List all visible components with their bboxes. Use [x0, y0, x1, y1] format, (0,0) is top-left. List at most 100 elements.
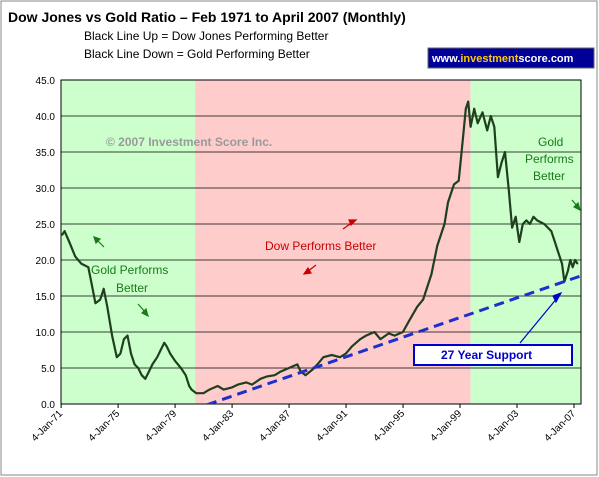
ratio-point	[137, 367, 140, 369]
ratio-point	[163, 341, 166, 344]
ratio-point	[180, 367, 182, 369]
ratio-point	[481, 111, 484, 114]
y-tick-label: 10.0	[36, 328, 56, 339]
ratio-point	[190, 388, 193, 391]
ratio-point	[99, 298, 102, 301]
ratio-point	[511, 226, 514, 229]
ratio-point	[553, 241, 556, 243]
dow-performs-label: Dow Performs Better	[265, 239, 376, 253]
ratio-point	[265, 375, 268, 378]
ratio-point	[350, 345, 353, 348]
ratio-point	[557, 251, 560, 254]
ratio-point	[169, 352, 172, 355]
legend-line-down: Black Line Down = Gold Performing Better	[84, 47, 310, 61]
ratio-point	[68, 241, 71, 243]
ratio-point	[422, 298, 425, 301]
ratio-point	[106, 305, 109, 308]
support-label-box: 27 Year Support	[413, 344, 573, 366]
ratio-point	[567, 269, 569, 272]
ratio-point	[574, 259, 576, 261]
ratio-point	[184, 374, 187, 377]
ratio-point	[496, 176, 499, 179]
ratio-point	[222, 388, 225, 391]
ratio-point	[61, 233, 64, 236]
ratio-point	[111, 334, 113, 337]
ratio-point	[119, 352, 122, 355]
svg-text:www.investmentscore.com: www.investmentscore.com	[431, 53, 574, 65]
ratio-point	[345, 352, 347, 355]
ratio-point	[216, 385, 219, 387]
ratio-point	[174, 359, 176, 362]
arrow-icon	[93, 236, 105, 248]
ratio-point	[504, 151, 506, 153]
y-tick-label: 20.0	[36, 256, 56, 267]
copyright-text: © 2007 Investment Score Inc.	[106, 135, 272, 149]
ratio-point	[126, 334, 129, 337]
ratio-point	[461, 143, 464, 146]
gold-right-label-1: Gold	[538, 135, 563, 149]
ratio-point	[115, 356, 118, 359]
ratio-point	[500, 161, 503, 164]
ratio-point	[486, 129, 489, 132]
ratio-point	[273, 374, 276, 377]
plot-area-border	[60, 79, 582, 405]
grid-lines	[61, 115, 581, 369]
ratio-point	[165, 345, 168, 348]
ratio-point	[514, 215, 517, 218]
brand-suffix: score.com	[518, 53, 573, 65]
ratio-point	[518, 241, 521, 243]
ratio-point	[393, 334, 396, 337]
ratio-point	[430, 273, 433, 276]
ratio-point	[296, 363, 299, 366]
ratio-point	[365, 334, 368, 337]
ratio-point	[87, 266, 90, 269]
ratio-point	[379, 338, 382, 341]
ratio-point	[447, 201, 449, 204]
y-tick-label: 45.0	[36, 76, 56, 87]
ratio-point	[402, 331, 404, 333]
ratio-point	[251, 383, 254, 386]
ratio-point	[316, 363, 319, 366]
ratio-point	[80, 262, 83, 265]
ratio-point	[144, 377, 147, 380]
ratio-point	[569, 259, 572, 261]
ratio-point	[140, 374, 143, 377]
y-tick-label: 25.0	[36, 220, 56, 231]
arrow-icon	[571, 199, 581, 212]
brand-accent: investment	[460, 53, 518, 65]
ratio-point	[133, 363, 136, 366]
ratio-point	[529, 223, 531, 225]
ratio-point	[532, 215, 535, 218]
y-axis-ticks: 0.0 5.0 10.0 15.0 20.0 25.0 30.0 35.0 40.0 45.0	[36, 76, 56, 411]
brand-badge: www.investmentscore.com	[427, 47, 595, 69]
ratio-point	[147, 370, 150, 373]
ratio-point	[304, 374, 307, 377]
ratio-point	[330, 354, 333, 356]
ratio-point	[453, 183, 455, 186]
gold-left-annotation: Gold Performs Better	[91, 263, 168, 295]
ratio-point	[443, 223, 446, 225]
support-label: 27 Year Support	[441, 348, 532, 362]
ratio-point	[63, 230, 66, 233]
ratio-point	[279, 370, 282, 373]
arrow-icon	[342, 219, 358, 230]
ratio-point	[387, 332, 390, 335]
ratio-point	[151, 363, 154, 366]
ratio-point	[102, 287, 105, 290]
ratio-point	[546, 226, 549, 229]
ratio-point	[571, 266, 574, 269]
ratio-point	[259, 377, 262, 380]
ratio-point	[521, 223, 524, 225]
ratio-point	[231, 386, 233, 389]
gold-left-label-2: Better	[116, 281, 148, 295]
ratio-point	[195, 392, 198, 395]
zone-1	[61, 80, 196, 404]
ratio-point	[94, 302, 97, 305]
ratio-point	[493, 125, 496, 128]
ratio-point	[373, 331, 376, 333]
gold-right-annotation: Gold Performs Better	[525, 135, 574, 183]
ratio-point	[536, 219, 538, 222]
ratio-point	[416, 305, 419, 308]
